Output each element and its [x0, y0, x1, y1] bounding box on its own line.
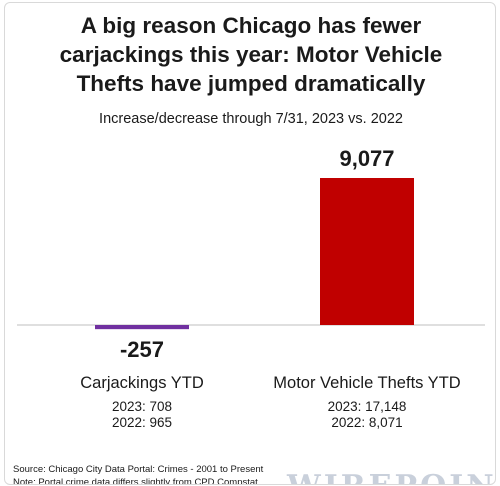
category-label-2: Motor Vehicle Thefts YTD [273, 374, 460, 392]
detail-label-1-2: 2022: 965 [112, 415, 172, 430]
wirepoints-logo: WIREPOINTS [287, 469, 495, 484]
value-label-1: -257 [120, 337, 164, 362]
bar-1 [95, 325, 189, 330]
source-note: Source: Chicago City Data Portal: Crimes… [13, 463, 264, 485]
source-line-2: Note: Portal crime data differs slightly… [13, 477, 258, 485]
bar-2 [320, 178, 414, 325]
detail-label-2-1: 2023: 17,148 [328, 399, 407, 414]
chart-subtitle: Increase/decrease through 7/31, 2023 vs.… [99, 111, 403, 127]
chart-title: A big reason Chicago has fewer carjackin… [5, 11, 495, 98]
category-label-1: Carjackings YTD [80, 374, 204, 392]
title-line-3: Thefts have jumped dramatically [76, 71, 426, 96]
title-line-1: A big reason Chicago has fewer [80, 13, 422, 38]
title-line-2: carjackings this year: Motor Vehicle [59, 42, 443, 67]
detail-label-2-2: 2022: 8,071 [331, 415, 402, 430]
value-label-2: 9,077 [339, 146, 394, 171]
source-line-1: Source: Chicago City Data Portal: Crimes… [13, 464, 264, 475]
detail-label-1-1: 2023: 708 [112, 399, 172, 414]
chart-card: A big reason Chicago has fewer carjackin… [4, 2, 496, 485]
